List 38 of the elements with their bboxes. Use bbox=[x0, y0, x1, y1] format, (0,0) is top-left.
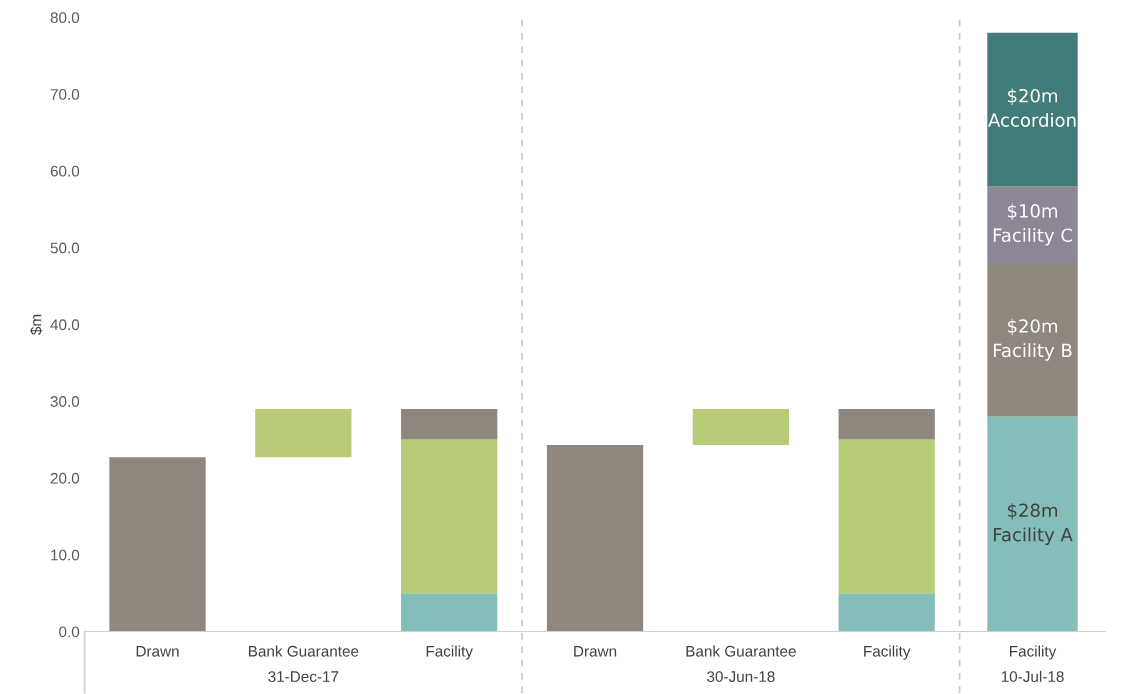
data-label: $20m Accordion bbox=[988, 88, 1076, 127]
y-tick-label: 40.0 bbox=[50, 319, 80, 331]
x-tick-label: Drawn bbox=[136, 645, 179, 657]
x-axis-title: 30-Jun-18 bbox=[707, 671, 775, 682]
bar bbox=[838, 408, 935, 440]
y-tick-label: 30.0 bbox=[50, 396, 80, 407]
data-label: $28m Facility A bbox=[993, 503, 1073, 545]
bar bbox=[838, 439, 935, 594]
x-tick-label: Facility bbox=[1010, 645, 1057, 660]
x-axis-title: 31-Dec-17 bbox=[268, 671, 339, 682]
y-tick-label: 0.0 bbox=[59, 626, 80, 638]
bar bbox=[692, 408, 789, 445]
data-label: $20m Facility B bbox=[993, 318, 1072, 361]
y-tick-label: 20.0 bbox=[50, 472, 80, 484]
bar bbox=[987, 186, 1078, 264]
data-label: $10m Facility C bbox=[993, 203, 1072, 246]
bar bbox=[109, 457, 206, 632]
bar bbox=[987, 263, 1078, 417]
y-tick-label: 50.0 bbox=[50, 242, 80, 254]
x-tick-label: Facility bbox=[426, 645, 473, 660]
x-tick-label: Bank Guarantee bbox=[686, 645, 796, 657]
x-tick-label: Bank Guarantee bbox=[248, 645, 359, 657]
y-tick-label: 80.0 bbox=[50, 12, 80, 24]
bar bbox=[401, 593, 498, 632]
bar bbox=[838, 593, 935, 632]
bar bbox=[987, 416, 1078, 632]
bar bbox=[401, 408, 498, 440]
bar bbox=[401, 439, 498, 594]
bar bbox=[546, 444, 644, 632]
x-tick-label: Drawn bbox=[574, 645, 617, 657]
bar bbox=[987, 32, 1078, 187]
y-tick-label: 70.0 bbox=[50, 88, 80, 100]
y-tick-label: 60.0 bbox=[50, 165, 80, 177]
x-tick-label: Facility bbox=[864, 645, 911, 660]
y-tick-label: 10.0 bbox=[51, 549, 80, 561]
x-axis-title: 10-Jul-18 bbox=[1001, 670, 1064, 682]
bar bbox=[255, 408, 352, 458]
y-axis-title: $m bbox=[29, 314, 43, 335]
